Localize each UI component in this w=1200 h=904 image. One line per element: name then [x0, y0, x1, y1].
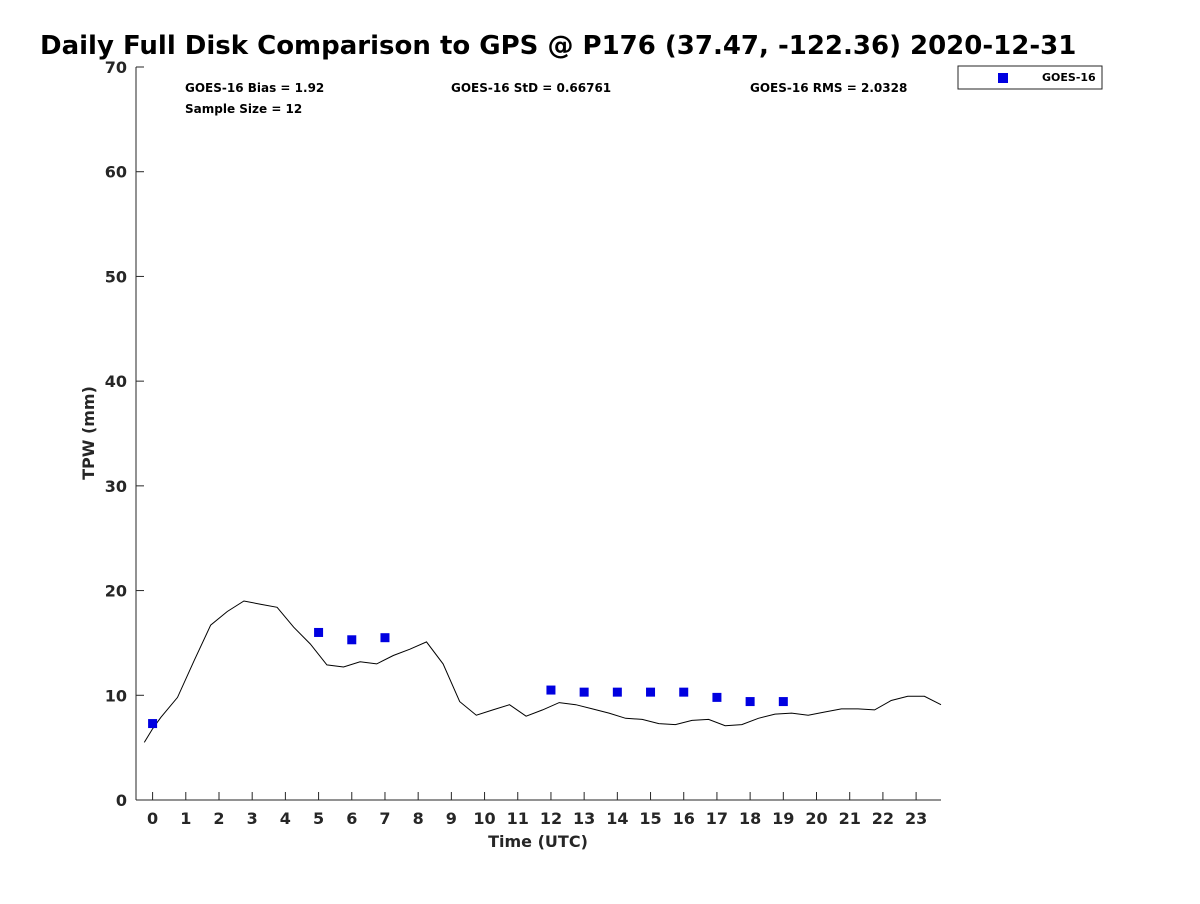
goes16-point: [148, 719, 158, 729]
x-tick-label: 13: [573, 809, 595, 828]
goes16-point: [347, 635, 357, 645]
legend-label: GOES-16: [1042, 71, 1096, 84]
x-tick-label: 19: [772, 809, 794, 828]
goes16-point: [679, 687, 689, 697]
bias-stat: GOES-16 Bias = 1.92: [185, 81, 324, 95]
x-tick-label: 22: [872, 809, 894, 828]
x-axis: 0 1 2 3 4 5 6 7 8 9 10 11 12 13 14 15 16 17 18 19 20 21 22 23: [147, 792, 927, 828]
y-axis-title: TPW (mm): [79, 386, 98, 480]
y-axis: 0 10 20 30 40 50 60 70: [105, 58, 144, 810]
sample-size-stat: Sample Size = 12: [185, 102, 302, 116]
x-tick-label: 2: [213, 809, 224, 828]
x-tick-label: 8: [413, 809, 424, 828]
legend-box: [957, 65, 1103, 90]
goes16-point: [646, 687, 656, 697]
goes16-point: [579, 687, 589, 697]
goes16-point: [778, 697, 788, 707]
x-tick-label: 11: [507, 809, 529, 828]
x-tick-label: 18: [739, 809, 761, 828]
y-tick-label: 20: [105, 582, 127, 601]
x-tick-label: 5: [313, 809, 324, 828]
x-tick-label: 10: [473, 809, 495, 828]
x-tick-label: 21: [839, 809, 861, 828]
legend-marker-square: [998, 73, 1008, 83]
x-tick-label: 4: [280, 809, 291, 828]
x-tick-label: 23: [905, 809, 927, 828]
x-tick-label: 16: [673, 809, 695, 828]
y-tick-label: 70: [105, 58, 127, 77]
y-tick-label: 60: [105, 163, 127, 182]
plot-area: [135, 67, 941, 801]
legend: GOES-16: [957, 65, 1103, 90]
y-tick-label: 50: [105, 267, 127, 286]
goes16-point: [612, 687, 622, 697]
y-tick-label: 0: [116, 791, 127, 810]
x-tick-label: 3: [247, 809, 258, 828]
x-tick-label: 17: [706, 809, 728, 828]
y-tick-label: 30: [105, 477, 127, 496]
goes16-point: [546, 685, 556, 695]
std-stat: GOES-16 StD = 0.66761: [451, 81, 611, 95]
goes16-point: [745, 697, 755, 707]
y-tick-label: 10: [105, 686, 127, 705]
reference-line: [143, 600, 942, 743]
goes16-scatter-series: [148, 627, 788, 729]
rms-stat: GOES-16 RMS = 2.0328: [750, 81, 907, 95]
x-tick-label: 6: [346, 809, 357, 828]
x-tick-label: 12: [540, 809, 562, 828]
x-tick-label: 20: [805, 809, 827, 828]
x-tick-label: 0: [147, 809, 158, 828]
goes16-point: [712, 692, 722, 702]
goes16-point: [380, 633, 390, 643]
x-axis-title: Time (UTC): [488, 832, 588, 851]
y-tick-label: 40: [105, 372, 127, 391]
chart-title: Daily Full Disk Comparison to GPS @ P176…: [40, 31, 1076, 61]
x-tick-label: 1: [180, 809, 191, 828]
reference-line-series: [143, 600, 942, 743]
goes16-point: [314, 627, 324, 637]
x-tick-label: 14: [606, 809, 628, 828]
x-tick-label: 7: [379, 809, 390, 828]
x-tick-label: 15: [639, 809, 661, 828]
x-tick-label: 9: [446, 809, 457, 828]
